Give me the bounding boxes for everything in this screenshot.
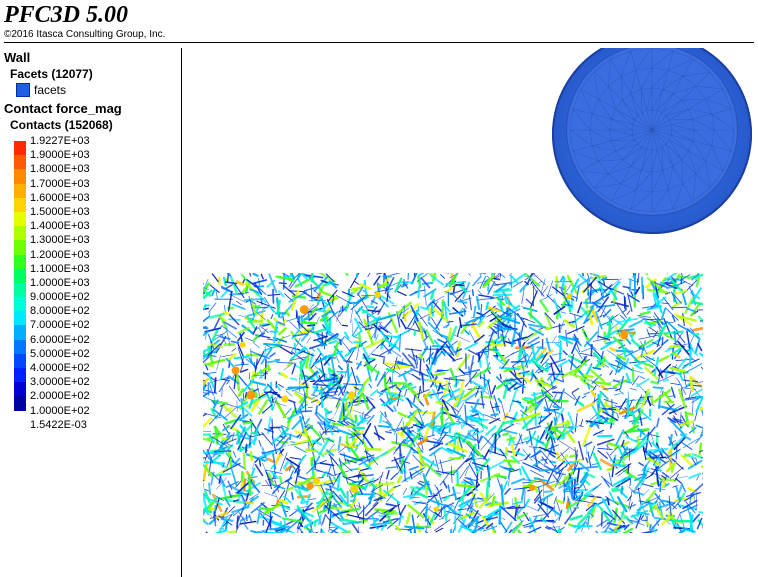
legend-swatch: [14, 169, 26, 183]
facets-item-label: facets: [34, 83, 66, 97]
legend-swatch: [14, 269, 26, 283]
viewport-3d[interactable]: [183, 48, 758, 577]
legend-label: 1.0000E+02: [30, 404, 90, 418]
contacts-count: Contacts (152068): [10, 118, 177, 132]
legend-swatch: [14, 226, 26, 240]
header-divider: [4, 42, 754, 43]
color-legend: 1.9227E+031.9000E+031.8000E+031.7000E+03…: [14, 134, 177, 432]
legend-color-column: [14, 141, 26, 411]
app-title: PFC3D 5.00: [4, 2, 754, 29]
inset-disc: [552, 48, 752, 234]
legend-label: 1.6000E+03: [30, 191, 90, 205]
legend-label: 1.3000E+03: [30, 233, 90, 247]
legend-label: 1.2000E+03: [30, 248, 90, 262]
copyright: ©2016 Itasca Consulting Group, Inc.: [4, 29, 754, 40]
legend-label: 3.0000E+02: [30, 375, 90, 389]
wall-title: Wall: [4, 50, 177, 65]
legend-swatch: [14, 325, 26, 339]
contact-network-svg: [203, 273, 703, 533]
legend-label: 6.0000E+02: [30, 333, 90, 347]
legend-label: 5.0000E+02: [30, 347, 90, 361]
legend-label: 2.0000E+02: [30, 389, 90, 403]
legend-label: 9.0000E+02: [30, 290, 90, 304]
legend-swatch: [14, 396, 26, 410]
disc-mesh: [566, 48, 738, 216]
header: PFC3D 5.00 ©2016 Itasca Consulting Group…: [0, 0, 758, 49]
legend-sidebar: Wall Facets (12077) facets Contact force…: [0, 48, 182, 577]
legend-swatch: [14, 240, 26, 254]
contact-title: Contact force_mag: [4, 101, 177, 116]
legend-swatch: [14, 198, 26, 212]
legend-swatch: [14, 311, 26, 325]
legend-label-column: 1.9227E+031.9000E+031.8000E+031.7000E+03…: [30, 134, 90, 432]
facets-count: Facets (12077): [10, 67, 177, 81]
disc-inner: [566, 48, 738, 216]
legend-label: 1.9227E+03: [30, 134, 90, 148]
legend-swatch: [14, 155, 26, 169]
facets-item: facets: [16, 83, 177, 97]
legend-swatch: [14, 255, 26, 269]
legend-swatch: [14, 354, 26, 368]
legend-label: 1.9000E+03: [30, 148, 90, 162]
legend-swatch: [14, 141, 26, 155]
legend-label: 1.0000E+03: [30, 276, 90, 290]
legend-swatch: [14, 340, 26, 354]
legend-label: 1.5422E-03: [30, 418, 90, 432]
legend-label: 1.8000E+03: [30, 162, 90, 176]
contact-force-block: [203, 273, 703, 533]
legend-swatch: [14, 382, 26, 396]
legend-swatch: [14, 184, 26, 198]
legend-swatch: [14, 368, 26, 382]
facets-color-swatch: [16, 83, 30, 97]
legend-label: 4.0000E+02: [30, 361, 90, 375]
legend-label: 1.5000E+03: [30, 205, 90, 219]
legend-label: 1.1000E+03: [30, 262, 90, 276]
legend-swatch: [14, 297, 26, 311]
legend-swatch: [14, 212, 26, 226]
legend-swatch: [14, 283, 26, 297]
legend-label: 8.0000E+02: [30, 304, 90, 318]
legend-label: 1.4000E+03: [30, 219, 90, 233]
legend-label: 7.0000E+02: [30, 318, 90, 332]
legend-label: 1.7000E+03: [30, 177, 90, 191]
